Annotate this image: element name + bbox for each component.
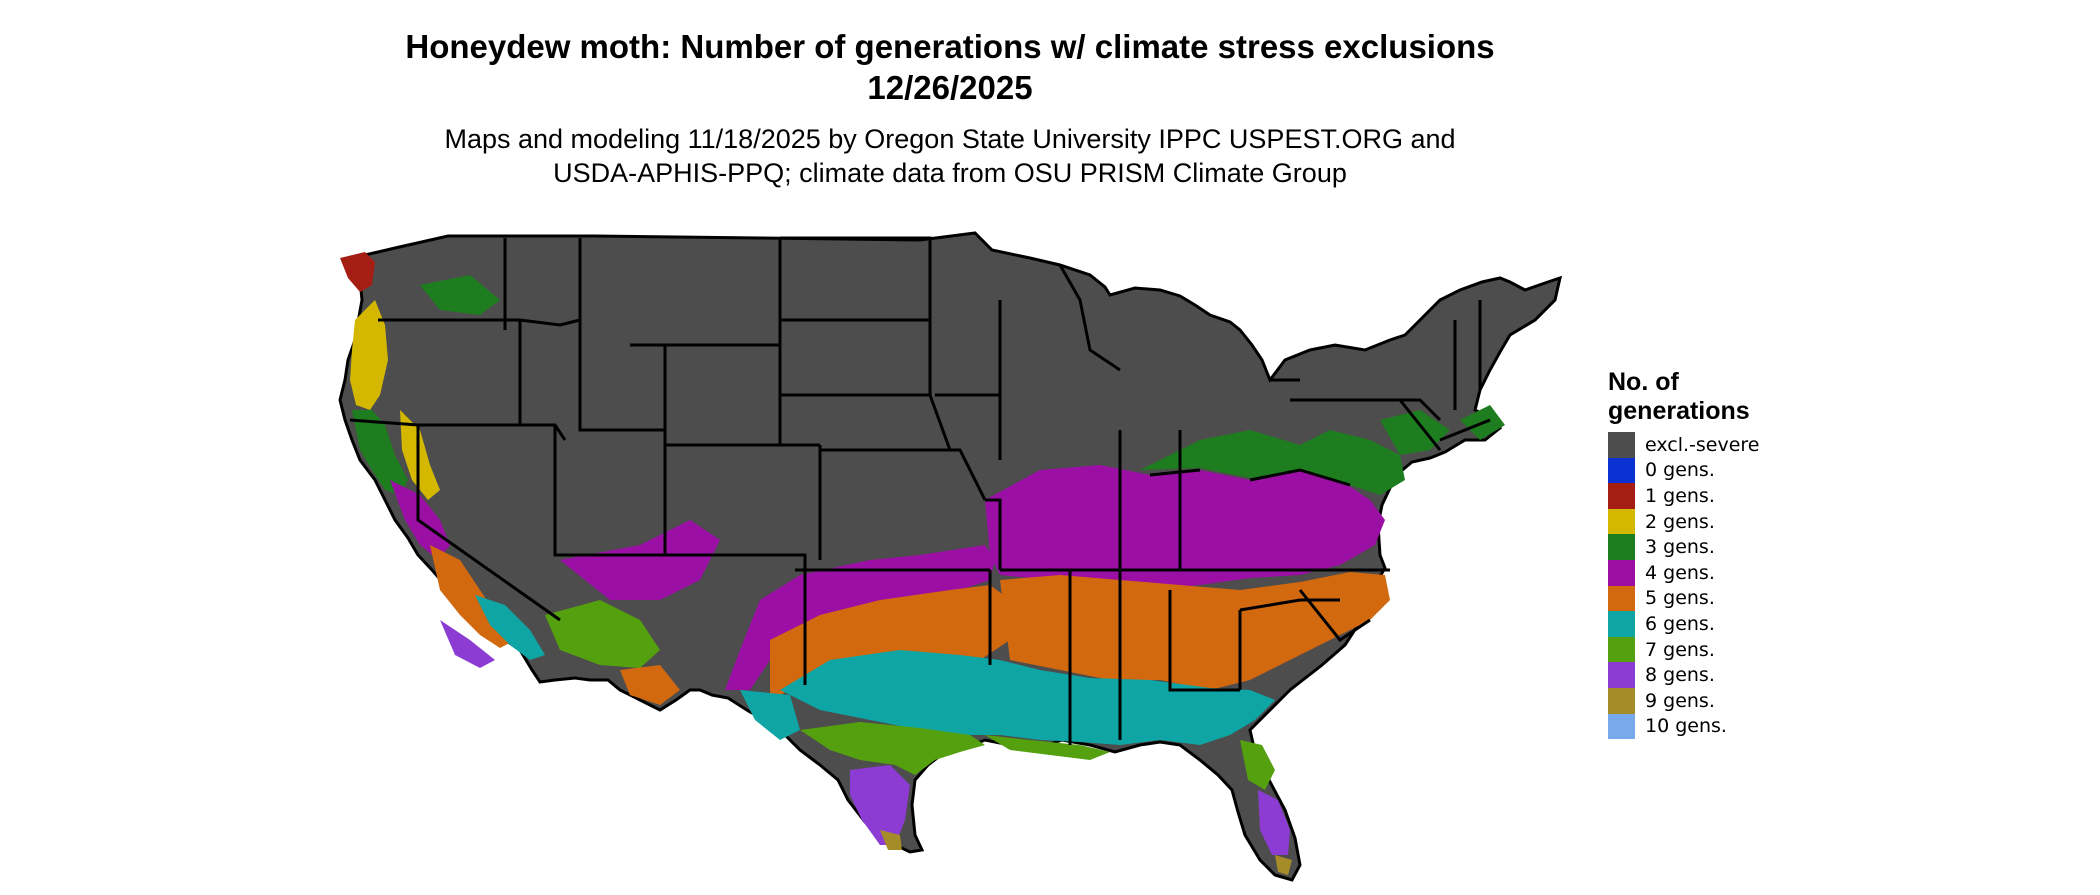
map-subtitle: Maps and modeling 11/18/2025 by Oregon S… bbox=[0, 122, 1900, 190]
legend-label: 3 gens. bbox=[1645, 536, 1715, 559]
legend-item: 5 gens. bbox=[1608, 585, 1858, 612]
legend-label: 6 gens. bbox=[1645, 612, 1715, 635]
legend-item: 0 gens. bbox=[1608, 457, 1858, 484]
legend-item: 1 gens. bbox=[1608, 483, 1858, 509]
legend-label: 10 gens. bbox=[1645, 715, 1727, 738]
legend-item: 3 gens. bbox=[1608, 534, 1858, 560]
map-title: Honeydew moth: Number of generations w/ … bbox=[0, 26, 1900, 108]
us-generations-map bbox=[338, 231, 1563, 882]
legend-label: 9 gens. bbox=[1645, 689, 1715, 712]
legend-title-line2: generations bbox=[1608, 397, 1750, 425]
legend-swatch bbox=[1608, 457, 1635, 484]
legend-item: 10 gens. bbox=[1608, 713, 1858, 740]
map-legend: No. of generations excl.-severe 0 gens. 1 … bbox=[1608, 368, 1858, 740]
legend-label: excl.-severe bbox=[1645, 433, 1760, 456]
legend-swatch bbox=[1608, 636, 1635, 663]
legend-swatch bbox=[1608, 611, 1635, 637]
legend-item: 2 gens. bbox=[1608, 508, 1858, 535]
legend-swatch bbox=[1608, 483, 1635, 509]
legend-label: 5 gens. bbox=[1645, 587, 1715, 610]
state-boundaries bbox=[349, 236, 1491, 745]
legend-item: 6 gens. bbox=[1608, 611, 1858, 637]
legend-label: 7 gens. bbox=[1645, 638, 1715, 661]
map-subtitle-line1: Maps and modeling 11/18/2025 by Oregon S… bbox=[444, 124, 1456, 154]
legend-swatch bbox=[1608, 559, 1635, 586]
legend-label: 1 gens. bbox=[1645, 484, 1715, 507]
legend-item: 9 gens. bbox=[1608, 687, 1858, 714]
legend-label: 4 gens. bbox=[1645, 561, 1715, 584]
legend-item: 7 gens. bbox=[1608, 636, 1858, 663]
map-title-line1: Honeydew moth: Number of generations w/ … bbox=[405, 28, 1495, 65]
legend-item: 8 gens. bbox=[1608, 662, 1858, 688]
legend-items: excl.-severe 0 gens. 1 gens. 2 gens. 3 gens.… bbox=[1608, 432, 1858, 740]
legend-label: 0 gens. bbox=[1645, 459, 1715, 482]
map-title-date: 12/26/2025 bbox=[867, 69, 1033, 106]
legend-swatch bbox=[1608, 662, 1635, 688]
legend-swatch bbox=[1608, 687, 1635, 714]
legend-swatch bbox=[1608, 713, 1635, 740]
legend-label: 8 gens. bbox=[1645, 664, 1715, 687]
map-subtitle-line2: USDA-APHIS-PPQ; climate data from OSU PR… bbox=[553, 158, 1347, 188]
legend-swatch bbox=[1608, 432, 1635, 458]
legend-swatch bbox=[1608, 534, 1635, 560]
legend-swatch bbox=[1608, 585, 1635, 612]
legend-item: excl.-severe bbox=[1608, 432, 1858, 458]
legend-swatch bbox=[1608, 508, 1635, 535]
legend-label: 2 gens. bbox=[1645, 510, 1715, 533]
legend-title-line1: No. of bbox=[1608, 368, 1679, 396]
legend-item: 4 gens. bbox=[1608, 559, 1858, 586]
legend-title: No. of generations bbox=[1608, 368, 1858, 426]
